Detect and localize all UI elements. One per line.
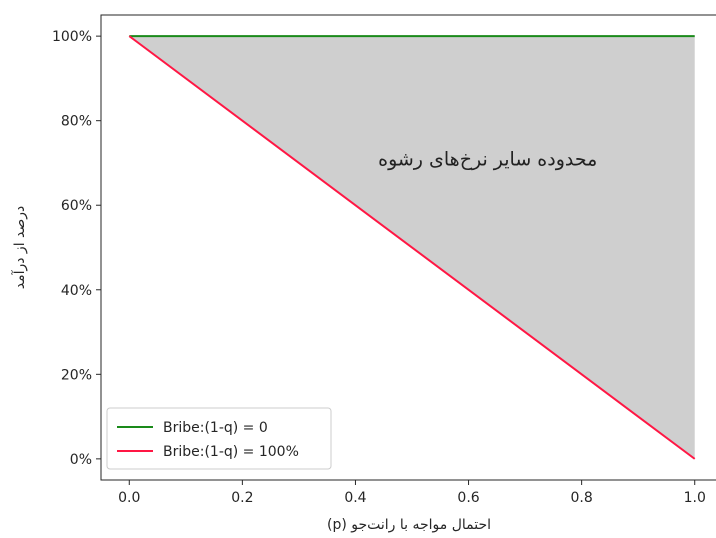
y-axis: 0% 20% 40% 60% 80% 100% — [52, 29, 101, 468]
annotation-other-bribe-rates: محدوده سایر نرخ‌های رشوه — [378, 149, 597, 171]
legend-label-1: Bribe:(1-q) = 100% — [163, 444, 299, 460]
x-tick-label: 0.6 — [457, 490, 479, 506]
y-tick-label: 0% — [70, 452, 92, 468]
legend-box — [106, 407, 332, 470]
y-tick-label: 100% — [52, 29, 92, 45]
x-tick-label: 1.0 — [684, 490, 706, 506]
annotation-layer: محدوده سایر نرخ‌های رشوه — [378, 149, 597, 171]
y-tick-label: 60% — [61, 198, 92, 214]
legend: Bribe:(1-q) = 0 Bribe:(1-q) = 100% — [106, 407, 332, 470]
y-axis-label: درصد از درآمد — [11, 206, 28, 290]
x-tick-label: 0.4 — [344, 490, 366, 506]
y-tick-label: 80% — [61, 114, 92, 130]
series-line-1 — [128, 35, 696, 460]
plot-frame — [100, 14, 716, 481]
y-tick-label: 20% — [61, 367, 92, 383]
x-axis-label: احتمال مواجه با رانت‌جو (p) — [327, 517, 491, 533]
legend-label-0: Bribe:(1-q) = 0 — [163, 420, 268, 436]
x-tick-label: 0.8 — [571, 490, 593, 506]
x-tick-label: 0.2 — [231, 490, 253, 506]
series-lines-layer — [128, 35, 696, 460]
x-tick-label: 0.0 — [118, 490, 140, 506]
x-axis: 0.0 0.2 0.4 0.6 0.8 1.0 — [118, 480, 706, 506]
plot-area: محدوده سایر نرخ‌های رشوه — [100, 14, 716, 481]
y-tick-label: 40% — [61, 283, 92, 299]
